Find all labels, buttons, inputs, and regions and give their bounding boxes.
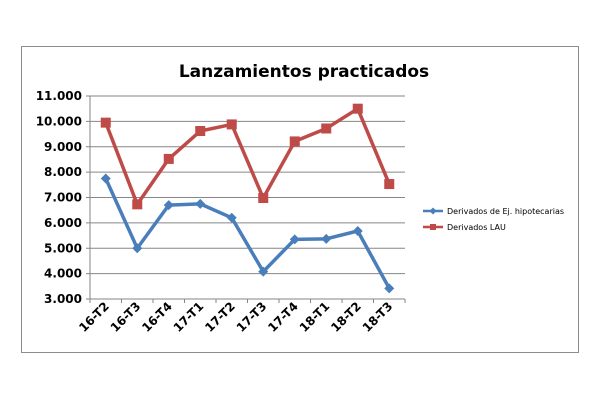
x-tick-label: 17-T3 xyxy=(234,299,270,335)
data-point-square xyxy=(352,103,363,114)
y-tick-label: 7.000 xyxy=(44,191,82,205)
x-tick-label: 18-T3 xyxy=(360,299,396,335)
y-tick-label: 4.000 xyxy=(44,267,82,281)
legend: Derivados de Ej. hipotecarias Derivados L… xyxy=(423,207,564,232)
y-tick-label: 9.000 xyxy=(44,140,82,154)
data-point-diamond xyxy=(289,234,300,245)
legend-label: Derivados de Ej. hipotecarias xyxy=(447,207,564,216)
y-tick-label: 10.000 xyxy=(36,114,82,128)
data-point-diamond xyxy=(226,212,237,223)
series-line xyxy=(104,177,391,290)
chart-title: Lanzamientos practicados xyxy=(179,62,429,82)
legend-marker-square xyxy=(430,224,436,230)
legend-label: Derivados LAU xyxy=(447,223,506,232)
data-point-square xyxy=(226,119,237,130)
data-point-diamond xyxy=(384,283,395,294)
data-point-diamond xyxy=(352,225,363,236)
data-point-square xyxy=(132,199,143,210)
x-tick-label: 17-T1 xyxy=(171,299,207,335)
x-tick-label: 18-T2 xyxy=(328,299,364,335)
x-axis-ticks: 16-T216-T316-T417-T117-T217-T317-T418-T1… xyxy=(76,299,395,335)
data-point-diamond xyxy=(321,233,332,244)
data-point-diamond xyxy=(163,200,174,211)
data-point-square xyxy=(163,153,174,164)
x-tick-label: 17-T4 xyxy=(265,299,301,335)
data-point-diamond xyxy=(258,266,269,277)
data-point-square xyxy=(289,136,300,147)
y-tick-label: 3.000 xyxy=(44,292,82,306)
x-tick-label: 17-T2 xyxy=(202,299,238,335)
gridlines xyxy=(90,95,405,275)
x-tick-label: 16-T4 xyxy=(139,299,175,335)
data-point-square xyxy=(384,179,395,190)
axes xyxy=(86,95,406,303)
series-line xyxy=(104,106,391,207)
y-tick-label: 11.000 xyxy=(36,89,82,103)
y-tick-label: 8.000 xyxy=(44,165,82,179)
data-point-diamond xyxy=(100,173,111,184)
y-tick-label: 6.000 xyxy=(44,216,82,230)
y-axis-ticks: 3.000 4.000 5.000 6.000 7.000 8.000 9.000 10.00… xyxy=(36,89,82,306)
legend-marker-diamond xyxy=(429,207,437,215)
data-point-square xyxy=(195,126,206,137)
data-point-diamond xyxy=(132,243,143,254)
series xyxy=(100,103,395,294)
data-point-square xyxy=(321,123,332,134)
y-tick-label: 5.000 xyxy=(44,241,82,255)
data-point-square xyxy=(100,117,111,128)
x-tick-label: 18-T1 xyxy=(297,299,333,335)
data-point-diamond xyxy=(195,198,206,209)
x-tick-label: 16-T3 xyxy=(108,299,144,335)
data-point-square xyxy=(258,193,269,204)
